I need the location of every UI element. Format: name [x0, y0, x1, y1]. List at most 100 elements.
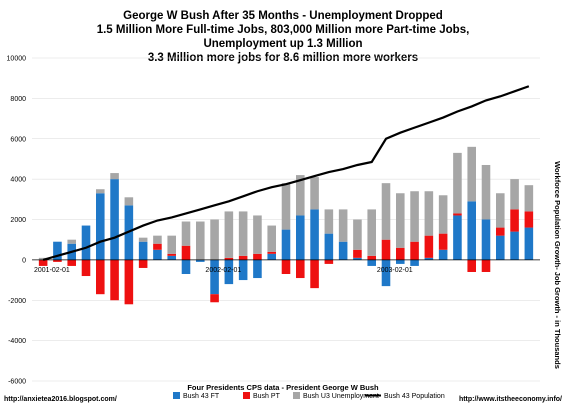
bar-bush-pt-16 — [267, 251, 276, 254]
bar-bush-43-ft-17 — [281, 229, 291, 260]
bar-bush-43-ft-5 — [110, 179, 119, 260]
bar-bush-u3-unemployment-12 — [210, 219, 219, 260]
bar-bush-pt-28 — [438, 233, 448, 250]
bar-bush-pt-8 — [153, 243, 162, 250]
y-tick-label: 8000 — [10, 96, 26, 103]
x-axis-ticks: 2001-02-01 2002-02-01 2003-02-01 — [34, 267, 413, 274]
legend-swatch — [293, 392, 300, 399]
bar-bush-43-ft-32 — [496, 235, 505, 260]
population-line — [42, 85, 530, 261]
bar-bush-u3-unemployment-7 — [138, 237, 148, 242]
bar-bush-u3-unemployment-6 — [124, 197, 134, 206]
bar-bush-43-ft-4 — [96, 193, 105, 260]
bar-bush-u3-unemployment-32 — [496, 193, 505, 228]
bar-bush-43-ft-21 — [338, 241, 348, 260]
bar-bush-43-ft-8 — [153, 249, 162, 260]
bar-bush-pt-32 — [496, 227, 505, 236]
bar-bush-u3-unemployment-23 — [367, 209, 376, 256]
bar-bush-43-ft-26 — [410, 259, 419, 266]
bar-bush-u3-unemployment-16 — [267, 225, 276, 252]
bar-bush-43-ft-27 — [424, 257, 434, 260]
bar-bush-pt-4 — [96, 259, 105, 295]
bar-bush-u3-unemployment-25 — [396, 193, 405, 248]
bar-bush-pt-15 — [253, 253, 262, 260]
bar-bush-pt-30 — [467, 259, 476, 272]
bar-bush-u3-unemployment-14 — [238, 211, 248, 256]
legend: Bush 43 FT Bush PT Bush U3 Unemployment Bus… — [173, 392, 445, 400]
legend-swatch — [173, 392, 180, 399]
bar-bush-pt-12 — [210, 294, 219, 303]
bar-bush-u3-unemployment-9 — [167, 235, 176, 254]
bar-bush-43-ft-3 — [81, 225, 91, 260]
chart-title: George W Bush After 35 Months - Unemploy… — [97, 10, 470, 64]
bar-bush-43-ft-19 — [310, 209, 319, 260]
y-axis-ticks: -6000 -4000 -2000 0 2000 4000 6000 8000 10000 — [7, 56, 27, 386]
bar-bush-pt-13 — [224, 257, 234, 260]
x-tick-label: 2001-02-01 — [34, 267, 70, 274]
bar-bush-pt-10 — [181, 245, 191, 260]
bar-bush-43-ft-24 — [381, 259, 391, 287]
left-url: http://anxietea2016.blogspot.com/ — [4, 396, 117, 403]
bar-bush-pt-34 — [524, 211, 534, 228]
bar-bush-pt-31 — [481, 259, 491, 272]
bar-bush-pt-9 — [167, 253, 176, 256]
y-tick-label: 10000 — [7, 56, 27, 63]
bar-bush-43-ft-33 — [510, 231, 519, 260]
bar-bush-u3-unemployment-24 — [381, 183, 391, 240]
bar-bush-pt-33 — [510, 209, 519, 232]
bar-bush-43-ft-15 — [253, 259, 262, 279]
bar-bush-u3-unemployment-2 — [67, 239, 76, 244]
bar-bush-u3-unemployment-8 — [153, 235, 162, 244]
bar-bush-pt-2 — [67, 259, 76, 266]
bar-bush-u3-unemployment-31 — [481, 164, 491, 220]
bar-bush-43-ft-25 — [396, 259, 405, 264]
bar-bush-43-ft-1 — [53, 241, 62, 260]
bar-bush-u3-unemployment-5 — [110, 173, 119, 180]
y-tick-label: -6000 — [8, 379, 26, 386]
bar-bush-43-ft-14 — [238, 259, 248, 281]
bar-bush-pt-6 — [124, 259, 134, 305]
bar-bush-u3-unemployment-13 — [224, 211, 234, 258]
bar-bush-pt-19 — [310, 259, 319, 289]
bar-bush-pt-26 — [410, 241, 419, 260]
bar-bush-u3-unemployment-4 — [96, 189, 105, 194]
bar-bush-pt-29 — [453, 213, 462, 216]
bar-bush-u3-unemployment-29 — [453, 152, 462, 214]
bar-bush-u3-unemployment-30 — [467, 146, 476, 202]
bar-bush-pt-7 — [138, 259, 148, 268]
y-axis-label: Workforce Population Growth- Job Growth … — [553, 161, 562, 369]
x-axis-label: Four Presidents CPS data - President Geo… — [187, 383, 379, 392]
legend-swatch — [243, 392, 250, 399]
bar-bush-pt-18 — [296, 259, 305, 279]
legend-label: Bush 43 Population — [384, 393, 445, 400]
bar-bush-43-ft-13 — [224, 259, 234, 285]
bar-bush-pt-23 — [367, 255, 376, 260]
bar-bush-43-ft-23 — [367, 259, 376, 266]
title-line-2: 1.5 Million More Full-time Jobs, 803,000… — [97, 24, 470, 36]
bar-bush-pt-24 — [381, 239, 391, 260]
series-line-bush-43-population — [42, 85, 530, 261]
y-tick-label: -2000 — [8, 298, 26, 305]
bar-bush-u3-unemployment-17 — [281, 183, 291, 230]
legend-label: Bush 43 FT — [183, 393, 220, 400]
bar-bush-43-ft-20 — [324, 233, 334, 260]
bar-bush-u3-unemployment-34 — [524, 185, 534, 212]
bar-bush-43-ft-9 — [167, 255, 176, 260]
bar-bush-u3-unemployment-33 — [510, 179, 519, 210]
y-tick-label: -4000 — [8, 338, 26, 345]
bar-bush-pt-5 — [110, 259, 119, 301]
bar-bush-pt-27 — [424, 235, 434, 258]
bar-bush-u3-unemployment-15 — [253, 215, 262, 254]
title-line-3: Unemployment up 1.3 Million — [203, 38, 362, 50]
x-tick-label: 2003-02-01 — [377, 267, 413, 274]
bar-bush-u3-unemployment-19 — [310, 177, 319, 210]
bar-bush-pt-20 — [324, 259, 334, 264]
bar-bush-u3-unemployment-20 — [324, 209, 334, 234]
bar-bush-u3-unemployment-21 — [338, 209, 348, 242]
bar-bush-u3-unemployment-22 — [353, 219, 362, 250]
bar-bush-43-ft-11 — [196, 259, 205, 262]
bar-bush-u3-unemployment-28 — [438, 195, 448, 234]
bar-bush-43-ft-30 — [467, 201, 476, 260]
y-tick-label: 0 — [22, 257, 26, 264]
